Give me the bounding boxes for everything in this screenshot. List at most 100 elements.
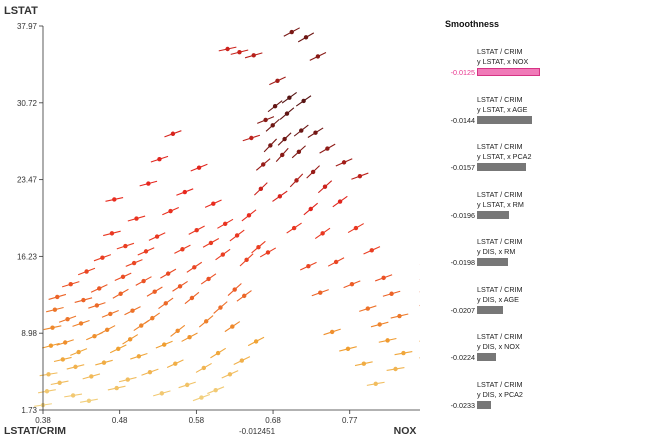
data-point[interactable] (215, 248, 231, 261)
data-point[interactable] (95, 359, 113, 366)
data-point[interactable] (61, 281, 80, 288)
data-point[interactable] (42, 342, 60, 349)
data-point[interactable] (374, 274, 393, 282)
data-point[interactable] (164, 130, 182, 138)
data-point[interactable] (88, 302, 106, 309)
data-point[interactable] (122, 334, 139, 345)
data-point[interactable] (319, 143, 336, 154)
data-point[interactable] (124, 306, 141, 316)
data-point[interactable] (90, 284, 108, 293)
data-point[interactable] (130, 352, 148, 360)
data-point[interactable] (275, 147, 289, 163)
data-point[interactable] (339, 346, 357, 352)
data-point[interactable] (311, 289, 329, 297)
data-point[interactable] (347, 223, 364, 234)
data-point[interactable] (181, 332, 198, 342)
data-point[interactable] (101, 310, 119, 318)
data-point[interactable] (378, 337, 397, 343)
data-point[interactable] (227, 283, 242, 296)
data-point[interactable] (335, 158, 353, 167)
data-point[interactable] (150, 155, 169, 163)
data-point[interactable] (170, 324, 186, 337)
data-point[interactable] (48, 293, 67, 300)
data-point[interactable] (281, 92, 297, 104)
data-point[interactable] (58, 315, 77, 323)
data-point[interactable] (190, 163, 208, 172)
data-point[interactable] (332, 195, 348, 208)
data-point[interactable] (162, 206, 179, 216)
data-point[interactable] (295, 95, 312, 107)
candidate-item[interactable]: LSTAT / CRIM y DIS, x PCA2 -0.0233 (420, 380, 655, 420)
data-point[interactable] (323, 328, 341, 336)
data-point[interactable] (306, 165, 320, 179)
candidate-item[interactable]: LSTAT / CRIM y LSTAT, x PCA2 -0.0157 (420, 142, 655, 182)
data-point[interactable] (118, 376, 137, 383)
data-point[interactable] (105, 197, 124, 202)
data-point[interactable] (135, 276, 152, 286)
data-point[interactable] (43, 325, 62, 331)
data-point[interactable] (38, 389, 56, 394)
data-point[interactable] (299, 261, 317, 271)
data-point[interactable] (363, 246, 381, 255)
data-point[interactable] (244, 52, 263, 59)
data-point[interactable] (66, 364, 85, 370)
data-point[interactable] (221, 370, 239, 379)
data-point[interactable] (174, 244, 191, 254)
data-point[interactable] (327, 257, 345, 267)
data-point[interactable] (79, 398, 98, 403)
data-point[interactable] (103, 230, 121, 237)
candidate-item[interactable]: LSTAT / CRIM y LSTAT, x NOX -0.0125 (420, 47, 655, 87)
data-point[interactable] (64, 393, 83, 398)
data-point[interactable] (265, 118, 280, 132)
data-point[interactable] (217, 218, 234, 229)
data-point[interactable] (303, 202, 319, 216)
data-point[interactable] (354, 361, 373, 367)
data-point[interactable] (269, 76, 286, 86)
data-point[interactable] (210, 347, 226, 359)
data-point[interactable] (366, 381, 385, 387)
data-point[interactable] (166, 359, 184, 368)
data-point[interactable] (146, 286, 163, 297)
data-point[interactable] (255, 158, 271, 171)
data-point[interactable] (309, 51, 327, 61)
data-point[interactable] (230, 49, 249, 55)
data-point[interactable] (289, 173, 304, 188)
data-point[interactable] (192, 394, 211, 402)
data-point[interactable] (112, 288, 129, 299)
data-point[interactable] (218, 46, 237, 52)
data-point[interactable] (46, 306, 64, 313)
data-point[interactable] (186, 261, 203, 273)
data-point[interactable] (176, 188, 194, 196)
data-point[interactable] (53, 356, 72, 363)
candidate-item[interactable]: LSTAT / CRIM y DIS, x NOX -0.0224 (420, 332, 655, 372)
data-point[interactable] (158, 297, 174, 310)
data-point[interactable] (229, 229, 245, 242)
data-point[interactable] (204, 199, 222, 208)
data-point[interactable] (386, 366, 405, 372)
data-point[interactable] (241, 209, 257, 222)
data-point[interactable] (236, 290, 252, 302)
data-point[interactable] (56, 339, 74, 346)
data-point[interactable] (188, 225, 205, 235)
data-point[interactable] (70, 348, 88, 356)
data-point[interactable] (39, 372, 58, 377)
data-point[interactable] (116, 242, 135, 250)
candidate-item[interactable]: LSTAT / CRIM y DIS, x AGE -0.0207 (420, 285, 655, 325)
data-point[interactable] (224, 321, 241, 333)
data-point[interactable] (98, 325, 116, 335)
data-point[interactable] (109, 344, 127, 354)
data-point[interactable] (291, 145, 306, 159)
data-point[interactable] (141, 368, 159, 376)
data-point[interactable] (125, 259, 143, 267)
data-point[interactable] (390, 313, 409, 319)
data-point[interactable] (272, 190, 288, 202)
data-point[interactable] (242, 134, 261, 142)
data-point[interactable] (283, 27, 300, 37)
data-point[interactable] (343, 280, 361, 289)
data-point[interactable] (139, 180, 158, 187)
data-point[interactable] (267, 100, 283, 113)
data-point[interactable] (307, 127, 324, 138)
data-point[interactable] (172, 280, 188, 292)
data-point[interactable] (257, 116, 275, 124)
data-point[interactable] (198, 315, 214, 328)
